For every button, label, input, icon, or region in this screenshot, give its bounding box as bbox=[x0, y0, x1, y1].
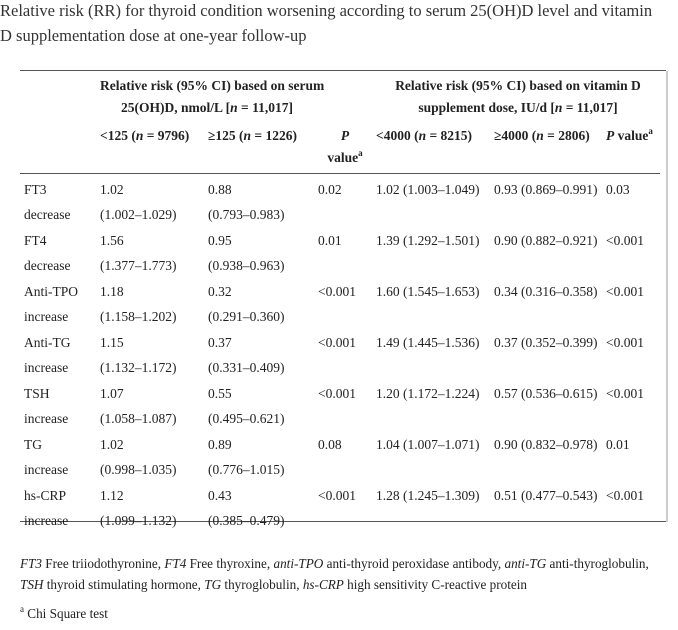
cell-lt125: 1.07 (1.058–1.087) bbox=[100, 386, 177, 426]
table-row: TG increase 1.02 (0.998–1.035) 0.89 (0.776–1.… bbox=[20, 431, 660, 482]
row-label: Anti-TG increase bbox=[24, 335, 71, 375]
cell-p-serum: <0.001 bbox=[318, 284, 356, 299]
cell-ge125: 0.37 (0.331–0.409) bbox=[208, 335, 285, 375]
cell-ge125: 0.43 (0.385–0.479) bbox=[208, 488, 285, 528]
abbr-term: FT3 bbox=[20, 556, 42, 571]
cell-lt4000: 1.60 (1.545–1.653) bbox=[376, 284, 480, 299]
abbr-definition: anti-thyroid peroxidase antibody, bbox=[323, 556, 505, 571]
cell-p-serum: 0.01 bbox=[318, 233, 342, 248]
abbr-term: anti-TPO bbox=[273, 556, 324, 571]
table-row: Anti-TPO increase 1.18 (1.158–1.202) 0.32 (0.… bbox=[20, 278, 660, 329]
abbr-definition: thyroid stimulating hormone, bbox=[43, 577, 205, 592]
cell-ge125: 0.55 (0.495–0.621) bbox=[208, 386, 285, 426]
cell-p-serum: <0.001 bbox=[318, 335, 356, 350]
cell-ge4000: 0.93 (0.869–0.991) bbox=[494, 182, 598, 197]
cell-lt4000: 1.28 (1.245–1.309) bbox=[376, 488, 480, 503]
cell-lt4000: 1.39 (1.292–1.501) bbox=[376, 233, 480, 248]
abbr-definition: high sensitivity C-reactive protein bbox=[343, 577, 527, 592]
abbr-term: TG bbox=[204, 577, 222, 592]
cell-lt125: 1.15 (1.132–1.172) bbox=[100, 335, 177, 375]
relative-risk-table: Relative risk (95% CI) based on serum 25… bbox=[20, 75, 661, 534]
chi-square-footnote: a Chi Square test bbox=[20, 604, 108, 622]
cell-p-supplement: <0.001 bbox=[606, 233, 644, 248]
cell-lt4000: 1.04 (1.007–1.071) bbox=[376, 437, 480, 452]
cell-lt125: 1.12 (1.099–1.132) bbox=[100, 488, 177, 528]
abbr-definition: Free thyroxine, bbox=[186, 556, 274, 571]
row-label: FT4 decrease bbox=[24, 233, 71, 273]
cell-lt125: 1.56 (1.377–1.773) bbox=[100, 233, 177, 273]
cell-p-serum: <0.001 bbox=[318, 386, 356, 401]
cell-ge4000: 0.37 (0.352–0.399) bbox=[494, 335, 598, 350]
cell-ge125: 0.32 (0.291–0.360) bbox=[208, 284, 285, 324]
cell-p-supplement: <0.001 bbox=[606, 488, 644, 503]
table-caption: Relative risk (RR) for thyroid condition… bbox=[0, 1, 653, 45]
abbr-definition: thyroglobulin, bbox=[221, 577, 303, 592]
empty-header-cell bbox=[20, 125, 96, 174]
cell-lt125: 1.02 (1.002–1.029) bbox=[100, 182, 177, 222]
table-body: FT3 decrease 1.02 (1.002–1.029) 0.88 (0.793–0… bbox=[20, 174, 660, 534]
col-header-lt4000: <4000 (n = 8215) bbox=[376, 128, 473, 143]
abbreviation-footnote: FT3 Free triiodothyronine, FT4 Free thyr… bbox=[20, 553, 660, 595]
cell-ge125: 0.88 (0.793–0.983) bbox=[208, 182, 285, 222]
cell-p-serum: 0.08 bbox=[318, 437, 342, 452]
table-frame: Relative risk (95% CI) based on serum 25… bbox=[20, 70, 668, 528]
cell-lt125: 1.02 (0.998–1.035) bbox=[100, 437, 177, 477]
col-header-lt125: <125 (n = 9796) bbox=[100, 128, 190, 143]
abbr-term: hs-CRP bbox=[302, 577, 344, 592]
row-label: FT3 decrease bbox=[24, 182, 71, 222]
cell-ge4000: 0.51 (0.477–0.543) bbox=[494, 488, 598, 503]
table-row: FT4 decrease 1.56 (1.377–1.773) 0.95 (0.938–0… bbox=[20, 227, 660, 278]
abbr-definition: anti-thyroglobulin, bbox=[546, 556, 649, 571]
row-label: TSH increase bbox=[24, 386, 69, 426]
cell-lt4000: 1.02 (1.003–1.049) bbox=[376, 182, 480, 197]
table-row: hs-CRP increase 1.12 (1.099–1.132) 0.43 (0.38… bbox=[20, 482, 660, 533]
abbr-term: TSH bbox=[20, 577, 44, 592]
cell-p-serum: <0.001 bbox=[318, 488, 356, 503]
cell-p-serum: 0.02 bbox=[318, 182, 342, 197]
abbr-term: FT4 bbox=[164, 556, 187, 571]
cell-ge125: 0.89 (0.776–1.015) bbox=[208, 437, 285, 477]
cell-p-supplement: 0.03 bbox=[606, 182, 630, 197]
row-label: hs-CRP increase bbox=[24, 488, 69, 528]
col-header-ge4000: ≥4000 (n = 2806) bbox=[494, 128, 590, 143]
table-row: Anti-TG increase 1.15 (1.132–1.172) 0.37 (0.3… bbox=[20, 329, 660, 380]
cell-ge4000: 0.90 (0.882–0.921) bbox=[494, 233, 598, 248]
abbr-term: anti-TG bbox=[504, 556, 547, 571]
supplement-group-header: Relative risk (95% CI) based on vitamin … bbox=[395, 78, 641, 115]
cell-lt125: 1.18 (1.158–1.202) bbox=[100, 284, 177, 324]
cell-p-supplement: 0.01 bbox=[606, 437, 630, 452]
row-label: Anti-TPO increase bbox=[24, 284, 78, 324]
cell-lt4000: 1.20 (1.172–1.224) bbox=[376, 386, 480, 401]
table-row: FT3 decrease 1.02 (1.002–1.029) 0.88 (0.793–0… bbox=[20, 174, 660, 228]
col-header-ge125: ≥125 (n = 1226) bbox=[208, 128, 297, 143]
serum-group-header: Relative risk (95% CI) based on serum 25… bbox=[100, 78, 325, 115]
cell-ge125: 0.95 (0.938–0.963) bbox=[208, 233, 285, 273]
row-label: TG increase bbox=[24, 437, 69, 477]
abbr-definition: Free triiodothyronine, bbox=[41, 556, 165, 571]
cell-p-supplement: <0.001 bbox=[606, 386, 644, 401]
cell-p-supplement: <0.001 bbox=[606, 284, 644, 299]
cell-ge4000: 0.90 (0.832–0.978) bbox=[494, 437, 598, 452]
col-header-p-supplement: P valuea bbox=[606, 126, 653, 144]
empty-header-cell bbox=[20, 75, 96, 125]
table-row: TSH increase 1.07 (1.058–1.087) 0.55 (0.495–0… bbox=[20, 380, 660, 431]
cell-lt4000: 1.49 (1.445–1.536) bbox=[376, 335, 480, 350]
cell-ge4000: 0.57 (0.536–0.615) bbox=[494, 386, 598, 401]
group-header-row: Relative risk (95% CI) based on serum 25… bbox=[20, 75, 660, 125]
cell-ge4000: 0.34 (0.316–0.358) bbox=[494, 284, 598, 299]
cell-p-supplement: <0.001 bbox=[606, 335, 644, 350]
